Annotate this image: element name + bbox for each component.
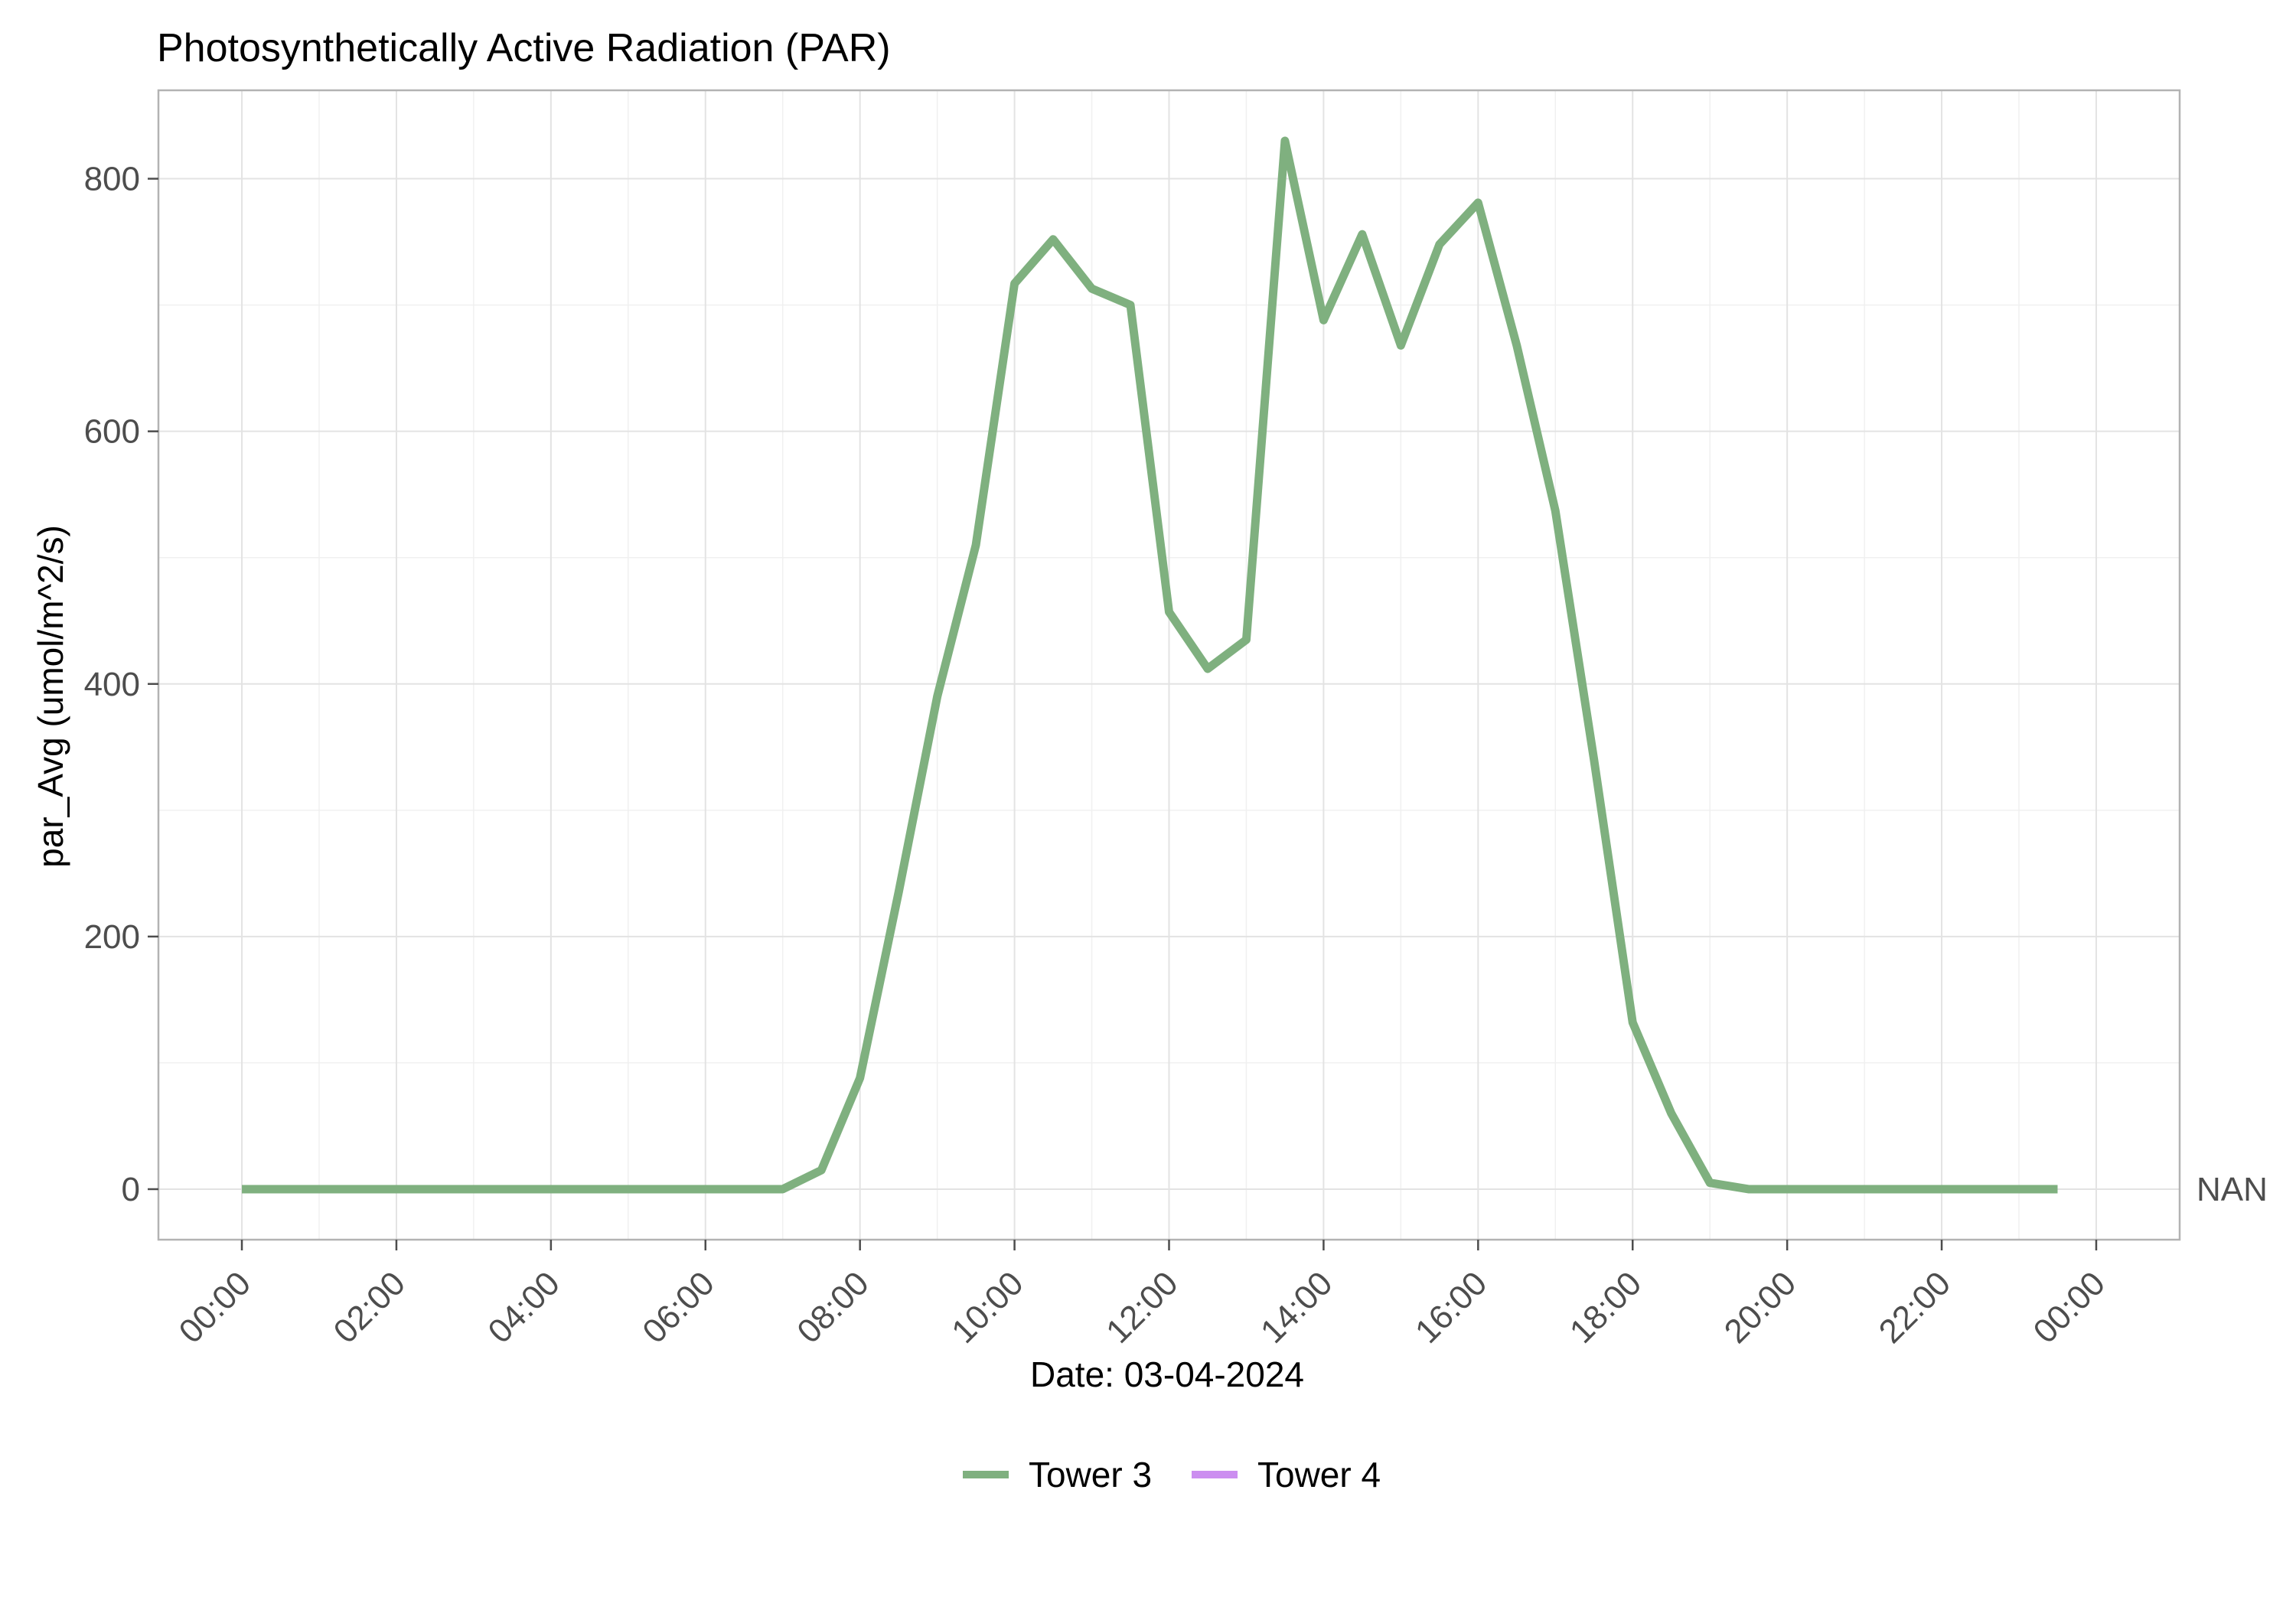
x-axis-tick-labels: 00:00 02:00 04:00 06:00 08:00 10:00 12:00 14:00…	[172, 1264, 2112, 1351]
x-tick-label: 14:00	[1254, 1264, 1340, 1351]
x-tick-label: 04:00	[481, 1264, 567, 1351]
x-tick-label: 08:00	[790, 1264, 876, 1351]
y-tick-label: 800	[84, 161, 140, 198]
axis-ticks	[148, 178, 2098, 1250]
x-tick-label: 02:00	[327, 1264, 413, 1351]
y-tick-label: 400	[84, 666, 140, 703]
y-axis-title: par_Avg (umol/m^2/s)	[31, 525, 70, 868]
legend-label-tower-3: Tower 3	[1029, 1455, 1152, 1495]
y-axis-tick-labels: 0 200 400 600 800	[84, 161, 140, 1208]
x-tick-label: 20:00	[1717, 1264, 1804, 1351]
legend: Tower 3 Tower 4	[963, 1455, 1381, 1495]
x-tick-label: 06:00	[635, 1264, 722, 1351]
x-tick-label: 18:00	[1563, 1264, 1649, 1351]
x-tick-label: 00:00	[2027, 1264, 2113, 1351]
x-tick-label: 22:00	[1872, 1264, 1958, 1351]
series-layer	[241, 136, 2058, 1194]
y-tick-label: 600	[84, 413, 140, 451]
major-gridlines	[158, 90, 2180, 1240]
chart-title: Photosynthetically Active Radiation (PAR…	[157, 26, 891, 70]
x-tick-label: 16:00	[1408, 1264, 1495, 1351]
y-tick-label: 0	[122, 1171, 140, 1208]
x-tick-label: 12:00	[1099, 1264, 1186, 1351]
legend-label-tower-4: Tower 4	[1257, 1455, 1381, 1495]
secondary-y-label: NAN	[2197, 1171, 2268, 1208]
series-line-tower-3	[242, 136, 2058, 1194]
x-tick-label: 00:00	[172, 1264, 259, 1351]
y-tick-label: 200	[84, 918, 140, 956]
x-tick-label: 10:00	[944, 1264, 1031, 1351]
x-axis-title: Date: 03-04-2024	[1030, 1354, 1304, 1394]
